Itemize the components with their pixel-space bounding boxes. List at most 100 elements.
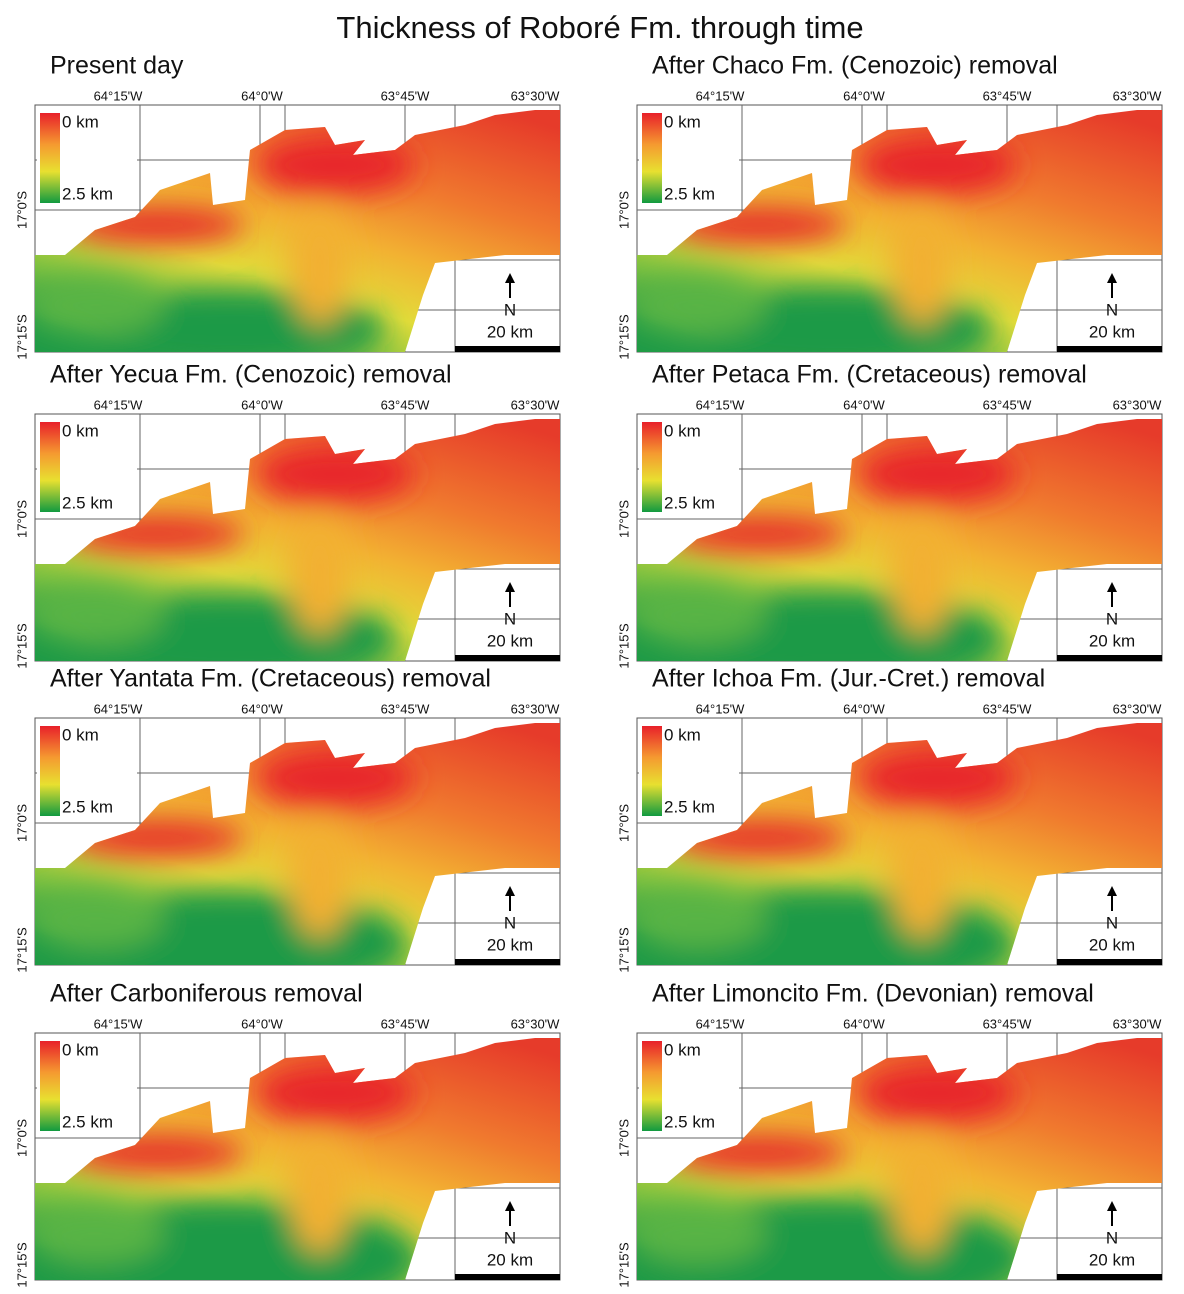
legend-gradient	[40, 113, 60, 203]
longitude-label: 63°45'W	[381, 397, 431, 412]
north-label: N	[504, 1228, 516, 1247]
thin-zone	[255, 1063, 415, 1123]
north-arrowhead	[505, 273, 515, 283]
panel-title: After Petaca Fm. (Cretaceous) removal	[652, 361, 1087, 389]
thickness-map	[637, 723, 1162, 965]
panel-title: After Carboniferous removal	[50, 980, 363, 1008]
map-panel: Present day 64°15'W 64°0'W 63°45'W 63°30'W 17…	[14, 52, 561, 360]
longitude-label: 63°30'W	[1113, 88, 1163, 103]
north-arrowhead	[1107, 582, 1117, 592]
longitude-label: 64°0'W	[241, 397, 283, 412]
longitude-label: 64°0'W	[843, 397, 885, 412]
scale-bar	[1057, 655, 1162, 661]
panel-title: After Limoncito Fm. (Devonian) removal	[652, 980, 1094, 1008]
longitude-label: 63°45'W	[983, 397, 1033, 412]
longitude-label: 63°45'W	[381, 701, 431, 716]
longitude-label: 63°45'W	[983, 88, 1033, 103]
thick-zone	[637, 888, 767, 948]
thin-zone	[65, 818, 245, 858]
panel-title: After Yantata Fm. (Cretaceous) removal	[50, 665, 491, 693]
legend-label: 0 km	[664, 1040, 701, 1059]
legend-gradient	[642, 1041, 662, 1131]
north-label: N	[504, 300, 516, 319]
north-label: N	[1106, 609, 1118, 628]
longitude-label: 64°0'W	[843, 1016, 885, 1031]
scale-label: 20 km	[487, 935, 533, 954]
legend-label: 2.5 km	[62, 184, 113, 203]
north-label: N	[1106, 913, 1118, 932]
latitude-label: 17°0'S	[616, 500, 631, 538]
latitude-label: 17°15'S	[616, 927, 631, 973]
longitude-label: 64°15'W	[696, 1016, 746, 1031]
map-panel: After Carboniferous removal 64°15'W 64°0'W…	[14, 980, 561, 1288]
latitude-label: 17°0'S	[14, 804, 29, 842]
scale-bar	[455, 346, 560, 352]
mid-zone	[290, 818, 350, 938]
longitude-label: 64°0'W	[241, 88, 283, 103]
scale-label: 20 km	[487, 631, 533, 650]
thin-zone	[857, 748, 1017, 808]
map-panel: After Yantata Fm. (Cretaceous) removal 64…	[14, 665, 561, 973]
north-label: N	[504, 609, 516, 628]
legend-label: 2.5 km	[62, 797, 113, 816]
legend-label: 2.5 km	[62, 1112, 113, 1131]
north-label: N	[1106, 300, 1118, 319]
longitude-label: 63°30'W	[511, 1016, 561, 1031]
legend-label: 0 km	[62, 725, 99, 744]
legend-label: 2.5 km	[664, 493, 715, 512]
thin-zone	[667, 205, 847, 245]
mid-zone	[892, 205, 952, 325]
thick-zone	[35, 1203, 165, 1263]
thin-zone	[65, 1133, 245, 1173]
map-panel: After Chaco Fm. (Cenozoic) removal 64°15'…	[616, 52, 1163, 360]
scale-bar	[455, 959, 560, 965]
legend-label: 2.5 km	[664, 184, 715, 203]
scale-label: 20 km	[487, 322, 533, 341]
longitude-label: 63°30'W	[511, 701, 561, 716]
latitude-label: 17°15'S	[616, 1242, 631, 1288]
longitude-label: 64°0'W	[843, 88, 885, 103]
latitude-label: 17°0'S	[616, 804, 631, 842]
longitude-label: 63°30'W	[1113, 397, 1163, 412]
north-label: N	[504, 913, 516, 932]
thick-zone	[35, 888, 165, 948]
longitude-label: 64°15'W	[696, 88, 746, 103]
longitude-label: 64°15'W	[696, 397, 746, 412]
thick-zone	[637, 584, 767, 644]
latitude-label: 17°15'S	[616, 314, 631, 360]
legend-label: 0 km	[62, 421, 99, 440]
thin-zone	[255, 444, 415, 504]
panel-title: Present day	[50, 52, 184, 80]
scale-label: 20 km	[1089, 631, 1135, 650]
thickness-blobs	[637, 444, 1017, 661]
north-arrowhead	[505, 1201, 515, 1211]
legend-gradient	[642, 113, 662, 203]
legend-label: 0 km	[664, 725, 701, 744]
scale-bar	[1057, 346, 1162, 352]
longitude-label: 63°45'W	[381, 88, 431, 103]
scale-bar	[1057, 959, 1162, 965]
latitude-label: 17°15'S	[14, 314, 29, 360]
legend-gradient	[40, 422, 60, 512]
scale-label: 20 km	[487, 1250, 533, 1269]
thin-zone	[857, 135, 1017, 195]
longitude-label: 63°45'W	[381, 1016, 431, 1031]
mid-zone	[892, 514, 952, 634]
thin-zone	[667, 818, 847, 858]
legend-label: 0 km	[664, 421, 701, 440]
legend-label: 0 km	[62, 112, 99, 131]
legend-label: 2.5 km	[664, 1112, 715, 1131]
longitude-label: 64°15'W	[94, 1016, 144, 1031]
latitude-label: 17°15'S	[14, 623, 29, 669]
thin-zone	[255, 135, 415, 195]
scale-label: 20 km	[1089, 935, 1135, 954]
legend-label: 2.5 km	[664, 797, 715, 816]
thin-zone	[667, 1133, 847, 1173]
north-arrowhead	[1107, 1201, 1117, 1211]
legend-gradient	[40, 726, 60, 816]
panel-title: After Chaco Fm. (Cenozoic) removal	[652, 52, 1058, 80]
panel-title: After Ichoa Fm. (Jur.-Cret.) removal	[652, 665, 1045, 693]
longitude-label: 64°0'W	[241, 701, 283, 716]
thin-zone	[65, 205, 245, 245]
mid-zone	[892, 1133, 952, 1253]
